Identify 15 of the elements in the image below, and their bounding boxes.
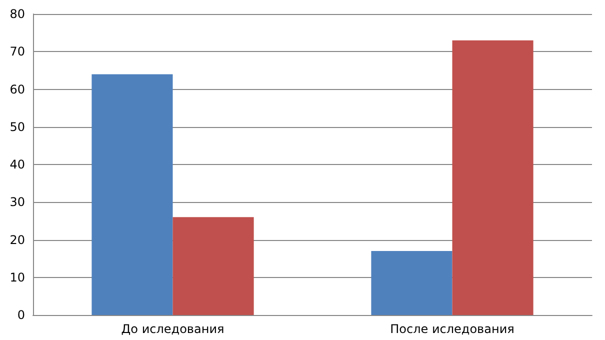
y-tick-label: 40 [10, 158, 25, 172]
x-tick-label: До иследования [121, 322, 224, 336]
bar [452, 40, 534, 315]
y-tick-label: 50 [10, 120, 25, 134]
y-tick-label: 30 [10, 195, 25, 210]
bar [172, 217, 254, 315]
y-tick-label: 70 [10, 44, 25, 59]
y-tick-label: 0 [17, 308, 25, 322]
y-tick-label: 60 [10, 82, 25, 96]
y-tick-label: 80 [10, 7, 25, 21]
y-tick-label: 20 [10, 232, 25, 247]
bar [92, 74, 173, 315]
x-tick-label: После иследования [390, 322, 514, 336]
y-tick-label: 10 [10, 270, 25, 284]
bar [371, 251, 452, 315]
